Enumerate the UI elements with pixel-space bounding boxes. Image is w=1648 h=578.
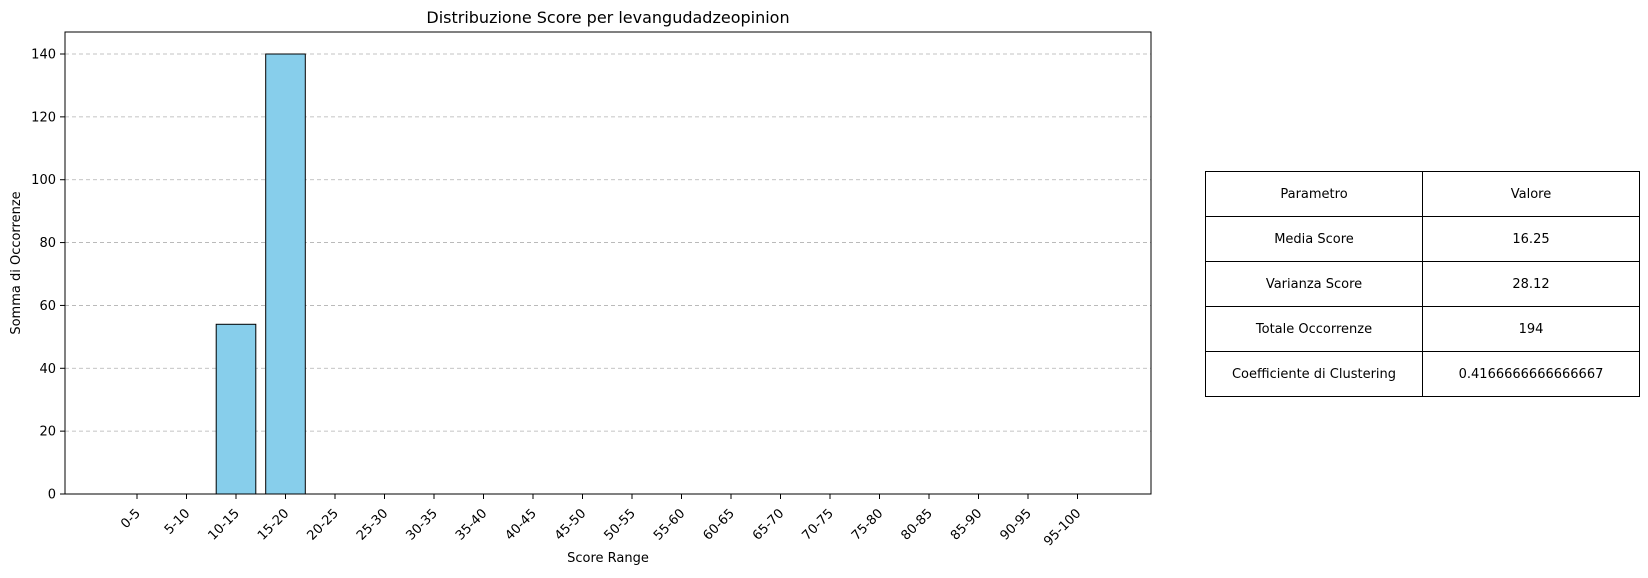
table-header-cell: Valore <box>1422 171 1640 217</box>
table-header-cell: Parametro <box>1205 171 1423 217</box>
x-tick-label: 80-85 <box>899 506 936 543</box>
table-cell: 28.12 <box>1422 261 1640 307</box>
y-tick-label: 120 <box>31 110 56 125</box>
grid-lines <box>65 53 1151 495</box>
x-tick-label: 50-55 <box>602 506 639 543</box>
x-tick-label: 75-80 <box>849 506 886 543</box>
x-tick-label: 10-15 <box>206 506 243 543</box>
y-tick-label: 80 <box>39 236 56 251</box>
table-cell: Varianza Score <box>1205 261 1423 307</box>
x-tick-label: 65-70 <box>750 506 787 543</box>
bars <box>215 53 306 495</box>
x-tick-label: 95-100 <box>1041 506 1084 549</box>
table-cell: Media Score <box>1205 216 1423 262</box>
table-cell: 16.25 <box>1422 216 1640 262</box>
table-cell: 0.4166666666666667 <box>1422 351 1640 397</box>
x-tick-label: 60-65 <box>701 506 738 543</box>
x-tick-label: 5-10 <box>162 506 193 537</box>
x-tick-label: 40-45 <box>503 506 540 543</box>
bar <box>265 53 306 495</box>
table-row: Varianza Score 28.12 <box>1205 261 1640 307</box>
table-cell: Totale Occorrenze <box>1205 306 1423 352</box>
bar <box>215 323 257 495</box>
y-axis-ticks: 0 20 40 60 80 100 120 140 <box>31 48 65 503</box>
y-tick-label: 0 <box>48 488 56 503</box>
x-tick-label: 25-30 <box>354 506 391 543</box>
y-tick-label: 20 <box>39 425 56 440</box>
x-tick-label: 85-90 <box>948 506 985 543</box>
x-tick-label: 35-40 <box>453 506 490 543</box>
table-row: Coefficiente di Clustering 0.41666666666… <box>1205 351 1640 397</box>
x-axis-ticks: 0-5 5-10 10-15 15-20 20-25 25-30 30-35 35-40 40-… <box>118 494 1084 549</box>
x-tick-label: 70-75 <box>800 506 837 543</box>
chart-title: Distribuzione Score per levangudadzeopin… <box>426 8 789 27</box>
y-tick-label: 60 <box>39 299 56 314</box>
x-tick-label: 90-95 <box>998 506 1035 543</box>
y-tick-label: 40 <box>39 362 56 377</box>
x-tick-label: 45-50 <box>552 506 589 543</box>
plot-frame <box>64 31 1152 495</box>
x-tick-label: 20-25 <box>305 506 342 543</box>
table-cell: Coefficiente di Clustering <box>1205 351 1423 397</box>
x-tick-label: 30-35 <box>404 506 441 543</box>
stats-table: Parametro Valore Media Score 16.25 Varia… <box>1205 171 1640 397</box>
table-row: Totale Occorrenze 194 <box>1205 306 1640 352</box>
table-header-row: Parametro Valore <box>1205 171 1640 217</box>
y-axis-label: Somma di Occorrenze <box>9 191 24 334</box>
table-row: Media Score 16.25 <box>1205 216 1640 262</box>
x-axis-label: Score Range <box>567 551 649 566</box>
x-tick-label: 0-5 <box>118 506 144 532</box>
table-cell: 194 <box>1422 306 1640 352</box>
y-tick-label: 100 <box>31 173 56 188</box>
x-tick-label: 55-60 <box>651 506 688 543</box>
y-tick-label: 140 <box>31 48 56 63</box>
x-tick-label: 15-20 <box>255 506 292 543</box>
bar-chart: Distribuzione Score per levangudadzeopin… <box>9 8 1152 566</box>
